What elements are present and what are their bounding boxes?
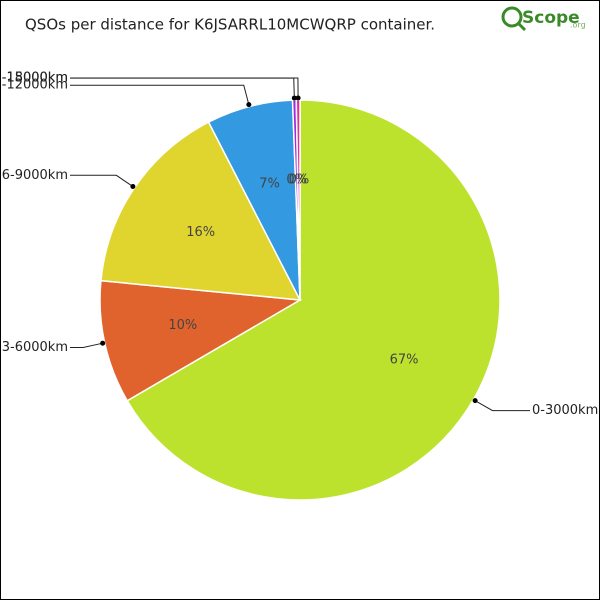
chart-title: QSOs per distance for K6JSARRL10MCWQRP c…	[25, 16, 435, 34]
slice-label: -12000km	[2, 78, 68, 93]
leader-line	[474, 400, 530, 412]
logo-text: Scope	[522, 8, 580, 28]
value-label: 0%	[286, 173, 307, 188]
slice-label: -18000km	[2, 71, 68, 86]
slice-label: 0-3000km	[532, 403, 598, 418]
leader-line	[70, 174, 134, 187]
value-label: 67%	[390, 352, 419, 367]
value-label: 0%	[289, 173, 310, 188]
logo-suffix: .org	[570, 21, 586, 30]
leader-tip	[291, 95, 297, 101]
leader-tip	[100, 340, 106, 346]
leader-tip	[246, 102, 252, 108]
leader-line	[70, 342, 103, 348]
slice-label: 3-6000km	[2, 340, 68, 355]
logo-icon	[516, 21, 527, 32]
leader-tip	[130, 184, 136, 190]
slice-label: -15000km	[2, 71, 68, 86]
leader-tip	[472, 398, 478, 404]
logo-icon	[501, 6, 523, 28]
slice-label: 6-9000km	[2, 168, 68, 183]
value-label: 16%	[186, 225, 215, 240]
value-label: 7%	[259, 176, 280, 191]
leader-line	[70, 77, 299, 99]
leader-tip	[295, 95, 301, 101]
value-label: 10%	[168, 318, 197, 333]
leader-line	[70, 84, 250, 105]
logo: Scope .org	[501, 6, 586, 32]
